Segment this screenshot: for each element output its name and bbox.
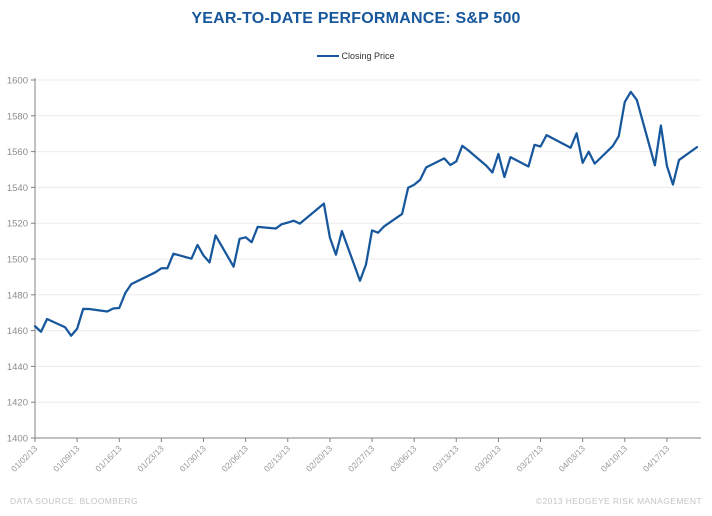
svg-text:1500: 1500	[7, 255, 28, 266]
svg-text:1440: 1440	[7, 362, 28, 373]
svg-text:1420: 1420	[7, 398, 28, 409]
svg-text:03/27/13: 03/27/13	[514, 443, 545, 474]
x-tick-labels: 01/02/13 01/09/13 01/16/13 01/23/13 01/30/13…	[9, 438, 672, 474]
y-tick-labels: 1400 1420 1440 1460 1480 1500 1520 1540 1560 1580…	[7, 76, 35, 445]
legend-line-swatch	[317, 54, 340, 58]
axes	[34, 78, 701, 439]
svg-text:01/30/13: 01/30/13	[177, 443, 208, 474]
svg-text:1600: 1600	[7, 76, 28, 87]
y-gridlines	[35, 79, 701, 403]
svg-text:01/23/13: 01/23/13	[135, 443, 166, 474]
svg-text:04/17/13: 04/17/13	[641, 443, 672, 474]
svg-text:04/03/13: 04/03/13	[557, 443, 588, 474]
svg-text:02/20/13: 02/20/13	[304, 443, 335, 474]
svg-text:1580: 1580	[7, 111, 28, 122]
chart-legend: Closing Price	[0, 51, 712, 61]
svg-text:1560: 1560	[7, 147, 28, 158]
svg-text:01/09/13: 01/09/13	[51, 443, 82, 474]
svg-text:01/16/13: 01/16/13	[93, 443, 124, 474]
svg-text:03/06/13: 03/06/13	[388, 443, 419, 474]
series-closing-price	[33, 90, 699, 337]
svg-text:1540: 1540	[7, 183, 28, 194]
svg-text:01/02/13: 01/02/13	[9, 443, 40, 474]
svg-text:1520: 1520	[7, 219, 28, 230]
svg-text:1460: 1460	[7, 326, 28, 337]
data-source-label: DATA SOURCE: BLOOMBERG	[10, 496, 138, 506]
svg-text:04/10/13: 04/10/13	[599, 443, 630, 474]
svg-text:1400: 1400	[7, 434, 28, 445]
page-title: YEAR-TO-DATE PERFORMANCE: S&P 500	[191, 10, 521, 27]
svg-text:02/27/13: 02/27/13	[346, 443, 377, 474]
svg-text:1480: 1480	[7, 290, 28, 301]
copyright-label: ©2013 HEDGEYE RISK MANAGEMENT	[535, 496, 702, 506]
legend-label: Closing Price	[341, 51, 395, 61]
footer: DATA SOURCE: BLOOMBERG ©2013 HEDGEYE RIS…	[10, 496, 702, 506]
svg-text:02/06/13: 02/06/13	[220, 443, 251, 474]
price-line	[33, 90, 699, 337]
svg-text:03/20/13: 03/20/13	[472, 443, 503, 474]
svg-text:03/13/13: 03/13/13	[430, 443, 461, 474]
svg-text:02/13/13: 02/13/13	[262, 443, 293, 474]
